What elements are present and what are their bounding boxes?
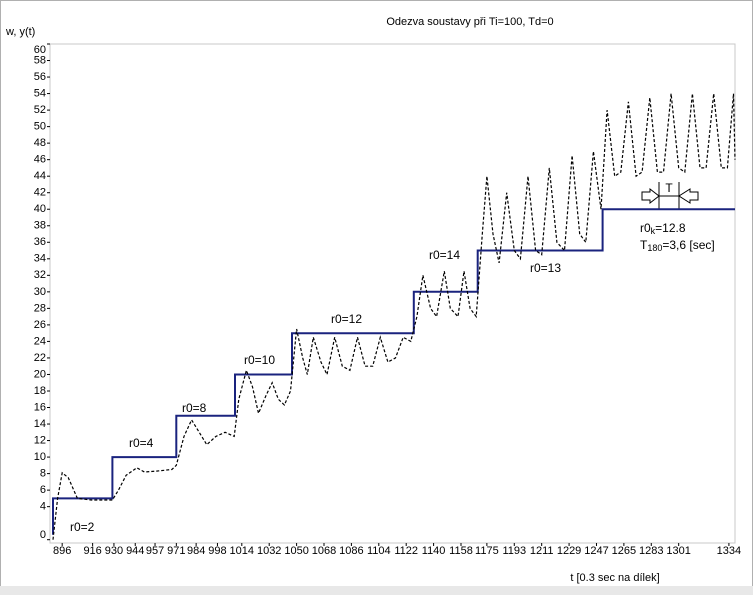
plot-area bbox=[49, 43, 736, 544]
x-axis-label: t [0.3 sec na dílek] bbox=[570, 572, 659, 584]
x-tick-label: 1086 bbox=[339, 545, 363, 557]
annotation-part: r0 bbox=[640, 221, 651, 235]
y-tick-label: 8 bbox=[40, 468, 46, 480]
y-tick-label: 20 bbox=[34, 368, 46, 380]
y-tick-label: 18 bbox=[34, 385, 46, 397]
y-tick-label: 50 bbox=[34, 121, 46, 133]
y-tick-label: 22 bbox=[34, 352, 46, 364]
x-tick-label: 1104 bbox=[367, 545, 391, 557]
y-tick-label: 10 bbox=[34, 451, 46, 463]
y-tick-label: 54 bbox=[34, 87, 46, 99]
x-tick-label: 1032 bbox=[257, 545, 281, 557]
annotation: r0=13 bbox=[530, 261, 561, 275]
x-tick-label: 1334 bbox=[717, 545, 741, 557]
annotation-part: =12.8 bbox=[655, 221, 686, 235]
x-tick-label: 1014 bbox=[230, 545, 254, 557]
y-tick-label: 26 bbox=[34, 319, 46, 331]
annotation: r0=14 bbox=[429, 248, 460, 262]
y-tick-label: 42 bbox=[34, 187, 46, 199]
y-tick-label: 48 bbox=[34, 137, 46, 149]
x-tick-label: 1050 bbox=[284, 545, 308, 557]
annotation-part: =3,6 [sec] bbox=[662, 238, 714, 252]
status-strip bbox=[0, 586, 753, 595]
x-tick-label: 916 bbox=[83, 545, 101, 557]
x-tick-label: 1140 bbox=[422, 545, 446, 557]
annotation: r0=2 bbox=[70, 520, 95, 534]
x-tick-label: 1229 bbox=[557, 545, 581, 557]
x-tick-label: 930 bbox=[105, 545, 123, 557]
annotation-subscript: 180 bbox=[647, 243, 662, 253]
y-tick-label: 32 bbox=[34, 269, 46, 281]
x-tick-label: 1247 bbox=[584, 545, 608, 557]
y-axis-label: w, y(t) bbox=[5, 26, 35, 38]
response-line bbox=[52, 93, 736, 540]
y-tick-label: 0 bbox=[40, 529, 46, 541]
x-tick-label: 1211 bbox=[530, 545, 554, 557]
x-tick-label: 998 bbox=[208, 545, 226, 557]
y-tick-label: 30 bbox=[34, 286, 46, 298]
x-tick-label: 971 bbox=[167, 545, 185, 557]
y-tick-label: 46 bbox=[34, 154, 46, 166]
y-tick-label: 58 bbox=[34, 54, 46, 66]
setpoint-line bbox=[52, 208, 735, 535]
x-tick-label: 1122 bbox=[394, 545, 418, 557]
x-tick-label: 944 bbox=[126, 545, 144, 557]
y-tick-label: 40 bbox=[34, 203, 46, 215]
annotation-subscript: k bbox=[651, 226, 656, 236]
x-tick-label: 1301 bbox=[666, 545, 690, 557]
y-tick-label: 24 bbox=[34, 335, 46, 347]
annotation: T bbox=[665, 181, 673, 195]
y-tick-label: 6 bbox=[40, 484, 46, 496]
annotation: r0k=12.8 bbox=[640, 221, 686, 236]
x-tick-label: 896 bbox=[53, 545, 71, 557]
x-tick-label: 1193 bbox=[502, 545, 526, 557]
y-tick-label: 34 bbox=[34, 253, 46, 265]
period-marker bbox=[641, 182, 699, 210]
x-tick-label: 984 bbox=[187, 545, 205, 557]
y-tick-label: 44 bbox=[34, 170, 46, 182]
y-tick-label: 16 bbox=[34, 401, 46, 413]
annotation-part: T bbox=[640, 238, 648, 252]
chart-title: Odezva soustavy při Ti=100, Td=0 bbox=[386, 16, 553, 28]
annotation: r0=10 bbox=[244, 353, 275, 367]
y-tick-label: 52 bbox=[34, 104, 46, 116]
x-tick-label: 1068 bbox=[312, 545, 336, 557]
x-tick-label: 1283 bbox=[639, 545, 663, 557]
x-tick-label: 1265 bbox=[612, 545, 636, 557]
y-tick-label: 28 bbox=[34, 302, 46, 314]
annotation: r0=8 bbox=[182, 401, 207, 415]
x-tick-label: 1175 bbox=[475, 545, 499, 557]
annotation: r0=4 bbox=[129, 436, 154, 450]
x-tick-label: 1158 bbox=[449, 545, 473, 557]
y-tick-label: 14 bbox=[34, 418, 46, 430]
y-tick-label: 38 bbox=[34, 220, 46, 232]
annotation: T180=3,6 [sec] bbox=[640, 238, 715, 253]
y-tick-label: 4 bbox=[40, 501, 46, 513]
y-tick-label: 12 bbox=[34, 434, 46, 446]
annotation: r0=12 bbox=[331, 312, 362, 326]
y-tick-label: 36 bbox=[34, 236, 46, 248]
x-tick-label: 957 bbox=[146, 545, 164, 557]
y-tick-label: 56 bbox=[34, 71, 46, 83]
y-tick-label: 60 bbox=[34, 44, 46, 56]
